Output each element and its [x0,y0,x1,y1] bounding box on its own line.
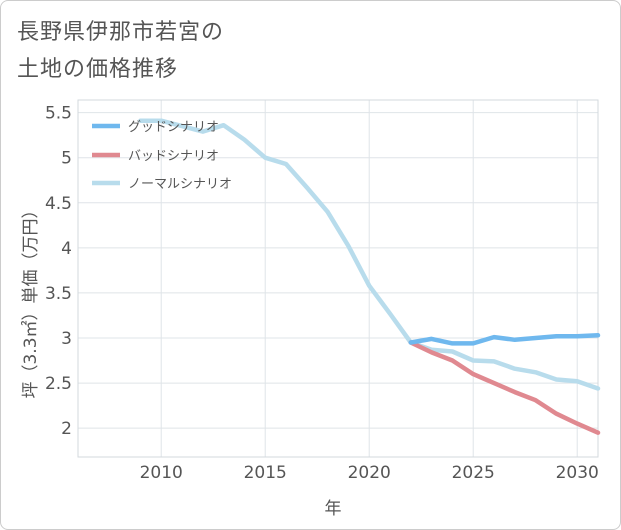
y-tick-label: 5.5 [45,104,72,124]
gridlines [78,100,598,457]
x-tick-label: 2030 [556,463,599,483]
legend: グッドシナリオ バッドシナリオ ノーマルシナリオ [92,120,232,192]
series-line-good [408,333,601,346]
x-tick-label: 2020 [348,463,391,483]
y-axis-ticks: 2 2.5 3 3.5 4 4.5 5 5.5 [45,104,72,440]
y-tick-label: 5 [61,149,72,169]
plot-frame [77,99,599,458]
series-lines [138,118,601,435]
y-tick-label: 2.5 [45,374,72,394]
x-tick-label: 2010 [140,463,183,483]
chart-title: 長野県伊那市若宮の 土地の価格推移 [17,14,224,88]
y-tick-label: 3.5 [45,284,72,304]
legend-label-bad: バッドシナリオ [128,149,219,164]
y-axis-label: 坪（3.3㎡）単価（万円） [21,201,41,398]
x-axis-label: 年 [325,499,342,519]
legend-item-bad[interactable]: バッドシナリオ [92,149,219,164]
chart-title-line-2: 土地の価格推移 [17,57,179,82]
legend-item-good[interactable]: グッドシナリオ [92,120,219,135]
chart-title-line-1: 長野県伊那市若宮の [17,20,225,45]
y-tick-label: 4.5 [45,194,72,214]
y-tick-label: 3 [61,329,72,349]
legend-item-normal[interactable]: ノーマルシナリオ [92,177,232,192]
legend-label-good: グッドシナリオ [128,120,219,135]
x-axis-ticks: 2010 2015 2020 2025 2030 [140,463,599,483]
series-line-normal [138,118,601,391]
y-tick-label: 2 [61,419,72,439]
x-tick-label: 2025 [452,463,495,483]
legend-label-normal: ノーマルシナリオ [128,177,232,192]
x-tick-label: 2015 [244,463,287,483]
series-line-bad [408,340,601,435]
y-tick-label: 4 [61,239,72,259]
